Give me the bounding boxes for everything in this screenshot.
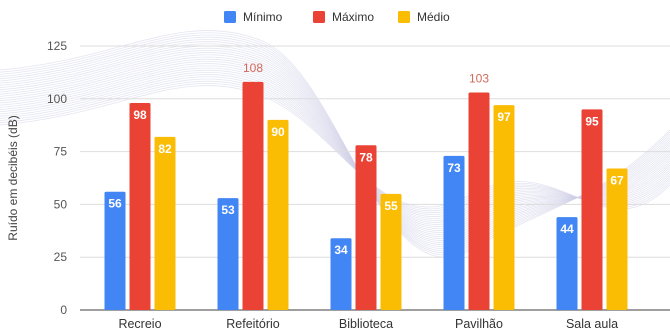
y-axis-label: Ruído em decibéis (dB) [6,115,20,240]
x-tick-label: Pavilhão [455,317,503,331]
data-label: 73 [447,161,461,175]
bar [355,145,377,310]
data-label: 78 [359,150,373,164]
bar [468,92,490,311]
data-label: 95 [585,114,599,128]
bar [581,109,603,310]
data-label: 103 [469,71,489,85]
legend-label: Máximo [332,10,374,24]
data-label: 82 [158,142,172,156]
bar [104,191,126,310]
y-tick-label: 0 [60,303,67,317]
bar [154,136,176,310]
bar [606,168,628,310]
y-tick-label: 50 [54,197,68,211]
bar [129,103,151,310]
bar [242,81,264,311]
x-axis: Recreio Refeitório Biblioteca Pavilhão Sala … [118,317,618,331]
data-label: 98 [133,108,147,122]
y-tick-label: 25 [54,250,68,264]
x-tick-label: Biblioteca [339,317,393,331]
data-label: 44 [560,222,574,236]
x-tick-label: Recreio [118,317,161,331]
legend-swatch [224,11,236,23]
bar [267,119,289,310]
data-label: 67 [610,173,624,187]
bar [217,198,239,310]
bar [556,217,578,310]
legend-swatch [313,11,325,23]
legend-label: Médio [417,10,450,24]
chart-legend: Mínimo Máximo Médio [224,10,450,24]
data-label: 97 [497,110,511,124]
y-axis: Ruído em decibéis (dB) 0 25 50 75 100 125 [6,39,67,317]
data-label: 34 [334,243,348,257]
data-label: 55 [384,199,398,213]
x-tick-label: Sala aula [566,317,618,331]
y-tick-label: 75 [54,145,68,159]
x-tick-label: Refeitório [226,317,280,331]
data-label: 90 [271,125,285,139]
bars: 56 98 82 53 108 90 34 78 55 73 103 97 44 95 67 [104,61,628,311]
bar [380,193,402,310]
bar [493,105,515,310]
bar [443,155,465,310]
y-tick-label: 100 [47,92,67,106]
legend-label: Mínimo [243,10,283,24]
y-tick-label: 125 [47,39,67,53]
legend-swatch [398,11,410,23]
data-label: 56 [108,197,122,211]
bar [330,238,352,310]
data-label: 53 [221,203,235,217]
data-label: 108 [243,61,263,75]
